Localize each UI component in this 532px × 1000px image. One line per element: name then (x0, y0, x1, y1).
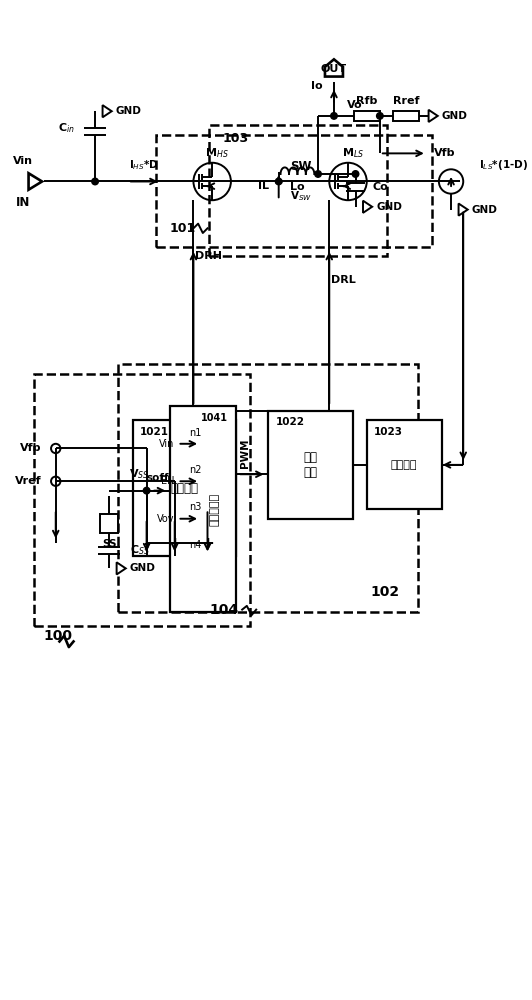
Text: I$_{HS}$*D: I$_{HS}$*D (129, 158, 159, 172)
Text: C$_{in}$: C$_{in}$ (57, 121, 74, 135)
Polygon shape (459, 203, 468, 216)
Text: 逻辑
控制: 逻辑 控制 (304, 451, 318, 479)
Text: 100: 100 (44, 629, 72, 643)
Text: 1041: 1041 (201, 413, 228, 423)
Circle shape (276, 178, 282, 185)
Text: +: + (201, 536, 214, 551)
Circle shape (315, 171, 321, 177)
Polygon shape (363, 201, 372, 213)
Polygon shape (429, 110, 438, 122)
Text: GND: GND (115, 106, 142, 116)
Polygon shape (117, 562, 126, 574)
Text: 103: 103 (222, 132, 248, 145)
Text: Lo: Lo (290, 182, 305, 192)
Text: SS: SS (102, 539, 117, 549)
Circle shape (143, 487, 150, 494)
Text: n3: n3 (189, 502, 201, 512)
Text: Co: Co (372, 182, 388, 192)
Text: 软关断控制: 软关断控制 (209, 493, 219, 526)
Circle shape (352, 171, 359, 177)
Bar (100, 514, 119, 533)
Text: +: + (168, 536, 181, 551)
Text: -: - (144, 536, 150, 551)
Text: GND: GND (376, 202, 402, 212)
Bar (119, 364, 418, 612)
Text: GND: GND (442, 111, 468, 121)
Text: M$_{HS}$: M$_{HS}$ (205, 146, 229, 160)
Text: Vo: Vo (347, 100, 363, 110)
Text: Io: Io (311, 81, 323, 91)
Text: n4: n4 (189, 540, 201, 550)
Text: C$_{SS}$: C$_{SS}$ (130, 544, 149, 557)
Text: I$_{LS}$*(1-D): I$_{LS}$*(1-D) (479, 158, 528, 172)
Text: 104: 104 (209, 603, 238, 617)
Text: DRL: DRL (331, 275, 356, 285)
Text: Rref: Rref (393, 96, 419, 106)
Text: 过零检测: 过零检测 (391, 460, 418, 470)
Bar (156, 135, 433, 247)
Bar (268, 411, 353, 519)
Circle shape (377, 113, 383, 119)
Bar (393, 111, 419, 121)
Circle shape (331, 113, 337, 119)
Bar (132, 420, 236, 556)
Text: IL: IL (258, 181, 269, 191)
Text: OUT: OUT (321, 64, 347, 74)
Text: Rfb: Rfb (356, 96, 377, 106)
Bar (354, 111, 380, 121)
Text: Vov: Vov (157, 514, 174, 524)
Text: SW: SW (290, 160, 311, 173)
Text: Vin: Vin (159, 439, 174, 449)
Text: n2: n2 (189, 465, 201, 475)
Bar (170, 406, 236, 612)
Text: M$_{LS}$: M$_{LS}$ (342, 146, 364, 160)
Text: Vin: Vin (13, 156, 33, 166)
Text: GND: GND (472, 205, 497, 215)
Text: 101: 101 (169, 222, 195, 235)
Bar (210, 125, 387, 256)
Polygon shape (103, 105, 112, 117)
Text: IN: IN (16, 196, 30, 209)
Text: 102: 102 (370, 585, 400, 599)
Polygon shape (325, 59, 343, 77)
Circle shape (92, 178, 98, 185)
Text: Vref: Vref (15, 476, 41, 486)
Text: PWM: PWM (240, 438, 250, 468)
Bar (34, 374, 250, 626)
Text: 负载调整: 负载调整 (170, 482, 198, 495)
Text: DRH: DRH (195, 251, 222, 261)
Text: soff: soff (147, 473, 170, 483)
Text: Vfb: Vfb (20, 443, 41, 453)
Text: EN: EN (161, 476, 174, 486)
Text: Vfb: Vfb (434, 148, 456, 158)
Text: V$_{SS}$: V$_{SS}$ (129, 467, 149, 481)
Text: n1: n1 (189, 428, 201, 438)
Bar (367, 420, 442, 509)
Text: V$_{SW}$: V$_{SW}$ (290, 190, 312, 203)
Text: GND: GND (130, 563, 155, 573)
Text: 1022: 1022 (276, 417, 305, 427)
Text: 1023: 1023 (374, 427, 403, 437)
Text: 1021: 1021 (140, 427, 169, 437)
Polygon shape (29, 173, 42, 190)
